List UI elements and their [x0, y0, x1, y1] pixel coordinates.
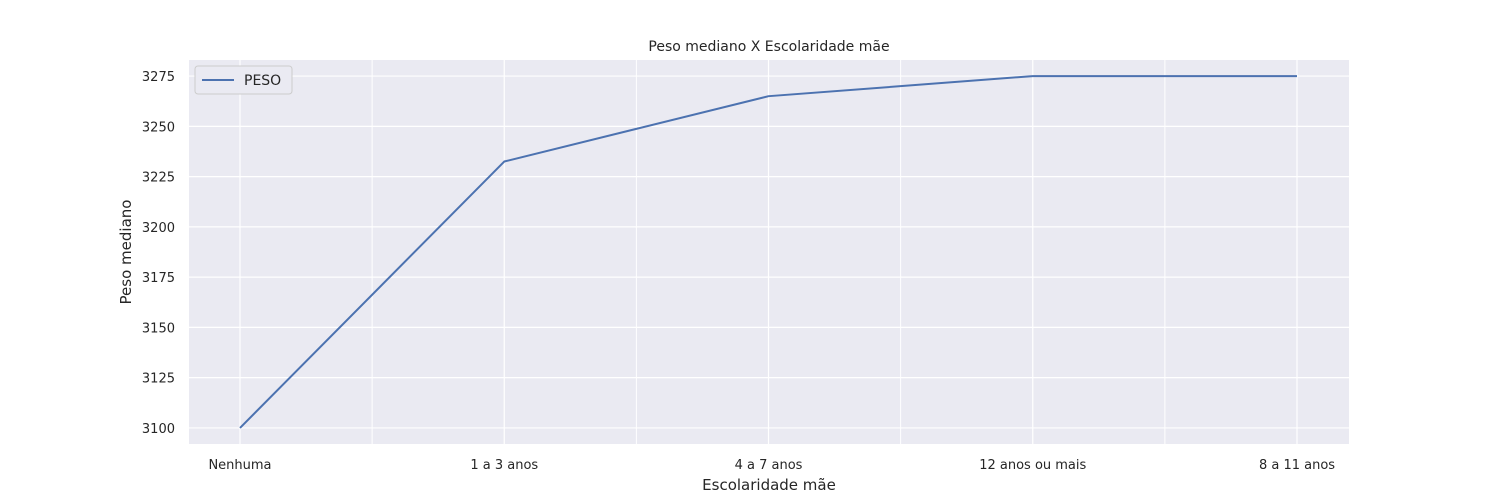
x-tick-label: 4 a 7 anos	[735, 458, 803, 473]
y-tick-label: 3175	[142, 271, 175, 286]
series-line-peso	[239, 75, 1297, 429]
x-tick-label: 8 a 11 anos	[1259, 458, 1335, 473]
x-tick-label: 1 a 3 anos	[470, 458, 538, 473]
series-group	[239, 75, 1297, 429]
y-tick-label: 3125	[142, 372, 175, 387]
y-tick-label: 3225	[142, 171, 175, 186]
y-tick-labels: 3100 3125 3150 3175 3200 3225 3250 3275	[142, 70, 175, 437]
legend-box	[194, 65, 293, 95]
x-tick-labels: Nenhuma 1 a 3 anos 4 a 7 anos 12 anos ou ma…	[208, 458, 1335, 473]
y-tick-label: 3275	[142, 70, 175, 85]
x-tick-label: 12 anos ou mais	[979, 458, 1086, 473]
legend-label: PESO	[244, 73, 281, 89]
chart-title: Peso mediano X Escolaridade mãe	[648, 39, 889, 55]
y-tick-label: 3250	[142, 120, 175, 135]
y-tick-label: 3100	[142, 422, 175, 437]
y-tick-label: 3150	[142, 321, 175, 336]
y-axis-label: Peso mediano	[117, 200, 135, 305]
grid-lines	[189, 60, 1349, 444]
x-axis-label: Escolaridade mãe	[702, 476, 836, 494]
legend: PESO	[194, 65, 293, 95]
x-tick-label: Nenhuma	[208, 458, 271, 473]
y-tick-label: 3200	[142, 221, 175, 236]
